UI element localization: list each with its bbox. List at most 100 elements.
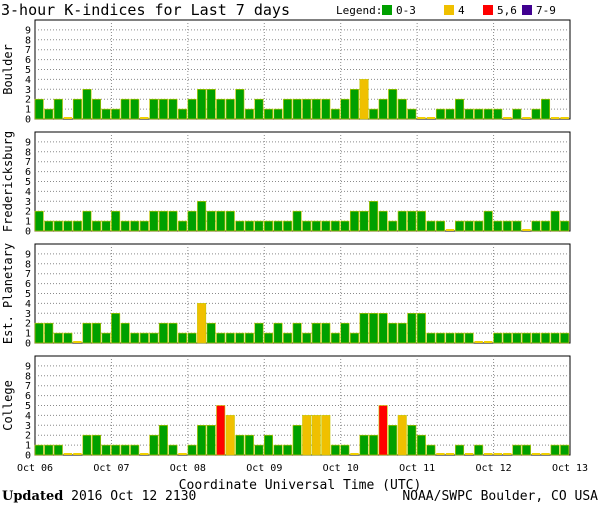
x-tick-label: Oct 10: [323, 463, 359, 474]
k-index-bar: [273, 322, 283, 344]
k-index-bar: [72, 220, 82, 232]
y-tick-label: 3: [25, 421, 31, 432]
k-index-bar: [512, 444, 522, 456]
k-index-bar: [187, 332, 197, 344]
k-index-bar: [206, 89, 216, 120]
k-index-bar: [311, 220, 321, 232]
k-index-bar: [244, 220, 254, 232]
k-index-bar: [139, 332, 149, 344]
k-index-bar: [34, 444, 44, 456]
updated-value: 2016 Oct 12 2130: [71, 489, 197, 504]
k-index-bar: [263, 332, 273, 344]
k-index-bar: [388, 322, 398, 344]
k-index-bar: [283, 98, 293, 120]
y-tick-label: 1: [25, 329, 31, 340]
k-index-bar: [283, 220, 293, 232]
k-index-bar: [369, 312, 379, 344]
y-tick-label: 4: [25, 299, 31, 310]
legend-item-5-6: 5,6: [497, 4, 517, 17]
k-index-bar: [416, 312, 426, 344]
y-tick-label: 0: [25, 115, 31, 126]
k-index-bar: [369, 201, 379, 232]
k-index-bar: [407, 210, 417, 232]
k-index-bar: [197, 303, 207, 344]
x-axis-label: Coordinate Universal Time (UTC): [179, 478, 422, 493]
k-index-bar: [53, 98, 63, 120]
k-index-bar: [321, 98, 331, 120]
k-index-bar: [474, 444, 484, 456]
k-index-bar: [483, 108, 493, 120]
k-index-bar: [484, 453, 493, 455]
panel-label-fredericksburg: Fredericksburg: [1, 131, 15, 232]
k-index-bar: [82, 434, 92, 456]
k-index-bar: [92, 98, 102, 120]
k-index-bar: [235, 89, 245, 120]
k-index-bar: [541, 98, 551, 120]
k-index-bar: [44, 444, 54, 456]
k-index-bar: [149, 332, 159, 344]
y-tick-label: 2: [25, 207, 31, 218]
k-index-bar: [455, 332, 465, 344]
updated-label: Updated: [2, 489, 64, 504]
k-index-bar: [53, 220, 63, 232]
k-index-bar: [92, 434, 102, 456]
k-index-bar: [407, 312, 417, 344]
k-index-bar: [44, 220, 54, 232]
k-index-bar: [292, 424, 302, 456]
k-index-bar: [321, 322, 331, 344]
k-index-bar: [369, 434, 379, 456]
k-index-bar: [101, 444, 111, 456]
k-index-bar: [311, 98, 321, 120]
k-index-bar: [349, 332, 359, 344]
y-tick-label: 9: [25, 361, 31, 372]
k-index-bar: [63, 117, 73, 119]
k-index-bar: [34, 210, 44, 232]
k-index-bar: [426, 444, 436, 456]
k-index-bar: [550, 117, 560, 119]
k-index-bar: [426, 220, 436, 232]
legend-label: Legend:: [336, 4, 382, 17]
k-index-bar: [82, 89, 92, 120]
k-index-bar: [197, 89, 207, 120]
k-index-bar: [397, 210, 407, 232]
k-index-bar: [445, 108, 455, 120]
legend-item-0-3: 0-3: [396, 4, 416, 17]
k-index-bar: [254, 444, 264, 456]
x-tick-label: Oct 13: [552, 463, 588, 474]
k-index-bar: [225, 332, 235, 344]
k-index-bar: [474, 220, 484, 232]
k-index-bar: [263, 220, 273, 232]
y-tick-label: 9: [25, 25, 31, 36]
k-index-bar: [502, 332, 512, 344]
x-axis-ticks: Oct 06 Oct 07 Oct 08 Oct 09 Oct 10 Oct 11 Oct …: [17, 463, 588, 474]
k-index-bar: [531, 453, 541, 455]
k-index-bar: [521, 444, 531, 456]
k-index-bar: [426, 117, 436, 119]
legend-item-4: 4: [458, 4, 465, 17]
k-index-bar: [388, 220, 398, 232]
k-index-bar: [206, 322, 216, 344]
k-index-bar: [369, 108, 379, 120]
k-index-bar: [445, 332, 455, 344]
k-index-bar: [311, 322, 321, 344]
k-index-bar: [359, 312, 369, 344]
k-index-bar: [378, 312, 388, 344]
k-index-bar: [484, 341, 493, 343]
y-tick-label: 6: [25, 167, 31, 178]
k-index-bar: [397, 415, 407, 456]
k-index-bar: [445, 453, 455, 455]
k-index-bar: [522, 229, 531, 231]
k-index-bar: [512, 220, 522, 232]
k-index-bar: [292, 322, 302, 344]
y-tick-label: 8: [25, 371, 31, 382]
legend-swatch-5-6: [483, 5, 493, 15]
k-index-bar: [197, 424, 207, 456]
k-index-bar: [158, 322, 168, 344]
k-index-bar: [263, 434, 273, 456]
y-tick-label: 2: [25, 95, 31, 106]
k-index-bar: [92, 322, 102, 344]
k-index-bar: [244, 434, 254, 456]
